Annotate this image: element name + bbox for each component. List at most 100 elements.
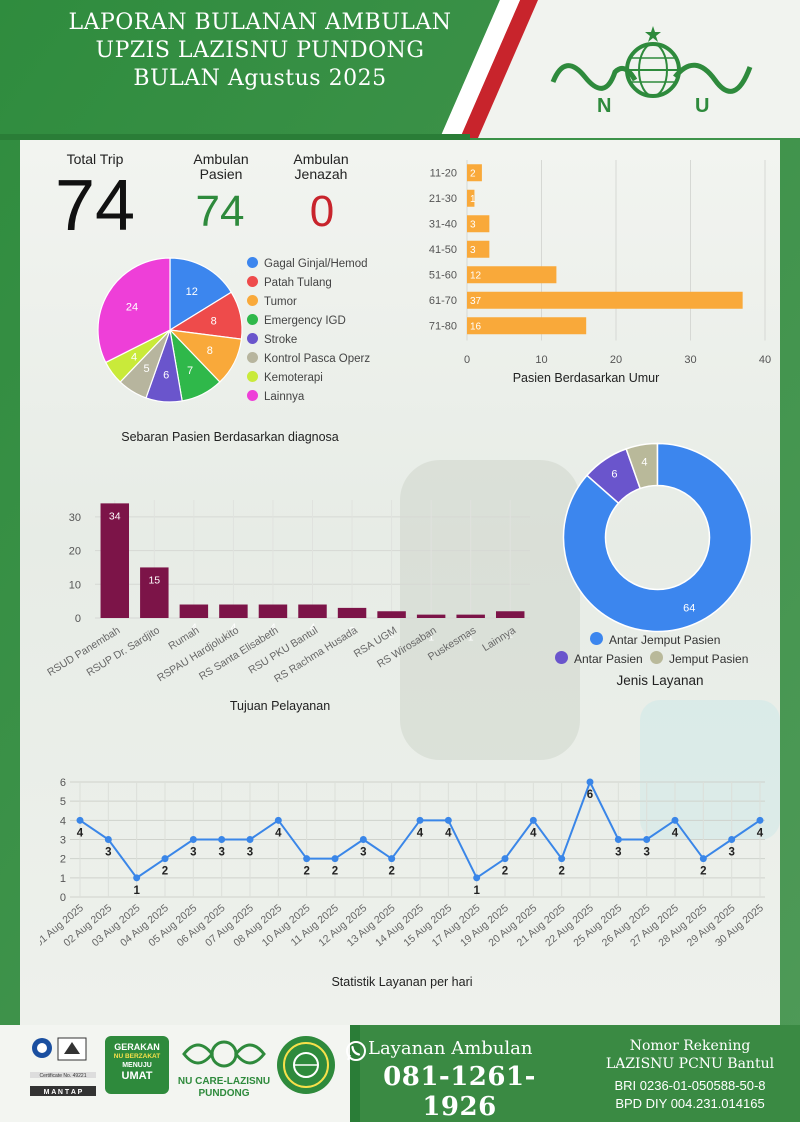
diagnosis-legend-label: Kemoterapi: [264, 372, 323, 384]
daily-point: [161, 855, 169, 863]
dest-bar: [140, 567, 169, 618]
daily-point-label: 2: [162, 866, 168, 878]
daily-point: [331, 855, 339, 863]
dest-bar: [298, 604, 327, 618]
daily-point: [728, 836, 736, 843]
diagnosis-legend-label: Gagal Ginjal/Hemod: [264, 258, 368, 270]
diagnosis-legend-item: Stroke: [247, 331, 297, 349]
daily-point: [473, 874, 481, 882]
daily-point: [133, 874, 141, 882]
age-bar: [467, 189, 475, 207]
dest-bar-value-label: 4: [270, 622, 276, 634]
daily-point-label: 4: [672, 827, 679, 839]
age-bar: [467, 291, 743, 309]
daily-point: [586, 778, 594, 786]
daily-point: [614, 836, 622, 843]
dest-bar-value-label: 34: [109, 510, 121, 522]
dest-bar-value-label: 3: [349, 625, 355, 637]
daily-point-label: 3: [728, 847, 734, 859]
service-legend-label: Jemput Pasien: [669, 652, 749, 666]
ambulan-pasien-value: 74: [195, 187, 245, 236]
pie-slice-label-7: 4: [131, 352, 137, 364]
age-bar-value-label: 3: [470, 245, 476, 256]
logo-letter-n: N: [597, 95, 611, 117]
report-title-line2: UPZIS LAZISNU PUNDONG: [95, 38, 425, 63]
service-label: Layanan Ambulan: [368, 1038, 533, 1059]
legend-dot-icon: [555, 651, 568, 664]
logo-letter-u: U: [695, 95, 709, 117]
daily-point-label: 4: [757, 827, 764, 839]
dest-bar: [179, 604, 209, 618]
legend-dot-icon: [247, 295, 258, 306]
badge-line-1: GERAKAN: [114, 1042, 160, 1052]
legend-dot-icon: [247, 352, 258, 363]
line-y-tick-label: 2: [60, 854, 66, 866]
daily-point: [246, 836, 254, 843]
legend-dot-icon: [650, 651, 663, 664]
pie-slice-label-4: 7: [187, 365, 193, 377]
badge-line-3: MENUJU: [122, 1062, 152, 1069]
age-bar-value-label: 16: [470, 321, 482, 332]
daily-point-label: 3: [105, 847, 111, 859]
daily-point: [444, 816, 452, 824]
dest-bar: [456, 614, 485, 618]
age-bar-value-label: 3: [470, 219, 476, 230]
age-category-label: 31-40: [429, 218, 457, 230]
donut-slice-label-1: 64: [683, 603, 695, 615]
diagnosis-legend-item: Lainnya: [247, 388, 304, 406]
age-bar: [467, 240, 490, 258]
account-title-1: Nomor Rekening: [629, 1038, 751, 1054]
daily-point: [274, 816, 282, 824]
diagnosis-legend-label: Kontrol Pasca Operz: [264, 353, 371, 365]
certification-badges-icon: Certificate No. 49221 M A N T A P: [30, 1037, 96, 1096]
daily-point: [643, 836, 651, 843]
age-x-tick-label: 30: [684, 354, 696, 366]
bank-account-2: BPD DIY 004.231.014165: [615, 1096, 765, 1111]
dest-bar-value-label: 1: [428, 632, 434, 644]
report-title-line1: LAPORAN BULANAN AMBULAN: [68, 10, 452, 35]
daily-point-label: 6: [587, 789, 593, 801]
diagnosis-legend-item: Patah Tulang: [247, 274, 332, 292]
daily-point-label: 4: [530, 827, 537, 839]
age-bar-value-label: 2: [470, 168, 476, 179]
line-y-tick-label: 3: [60, 835, 66, 847]
daily-point-label: 2: [388, 866, 394, 878]
nucare-name: NU CARE-LAZISNU: [177, 1076, 271, 1087]
donut-slice-label-2: 6: [611, 469, 617, 481]
dest-bar: [337, 607, 367, 618]
diagnosis-legend-label: Patah Tulang: [264, 277, 332, 289]
daily-point-label: 3: [247, 847, 253, 859]
diagnosis-legend-item: Kemoterapi: [247, 369, 323, 387]
pie-slice-1: [169, 257, 233, 332]
dest-y-tick-label: 10: [69, 579, 81, 591]
diagnosis-legend-item: Kontrol Pasca Operz: [247, 350, 370, 368]
pie-slice-8: [97, 257, 171, 364]
badge-line-2: NU BERZAKAT: [113, 1053, 161, 1060]
age-category-label: 41-50: [429, 244, 457, 256]
service-legend-label: Antar Pasien: [574, 652, 643, 666]
diagnosis-legend-label: Tumor: [264, 296, 297, 308]
daily-point: [558, 855, 566, 863]
age-x-tick-label: 20: [610, 354, 622, 366]
service-legend-label: Antar Jemput Pasien: [609, 633, 721, 647]
service-phone[interactable]: 081-1261-1926: [383, 1062, 536, 1122]
dest-chart-xlabel: Tujuan Pelayanan: [230, 699, 330, 713]
diagnosis-legend-item: Emergency IGD: [247, 312, 346, 330]
dest-y-tick-label: 30: [69, 512, 81, 524]
pie-slice-label-5: 6: [163, 369, 169, 381]
daily-point: [529, 816, 537, 824]
dest-bar-value-label: 4: [310, 622, 316, 634]
daily-point-label: 4: [275, 827, 282, 839]
dest-bar-value-label: 4: [191, 622, 197, 634]
diagnosis-chart-title: Sebaran Pasien Berdasarkan diagnosa: [121, 430, 339, 444]
daily-point-label: 1: [473, 885, 480, 897]
daily-point: [76, 816, 84, 824]
age-category-label: 11-20: [430, 167, 457, 179]
service-legend-item: Antar Jemput Pasien: [590, 631, 720, 649]
line-chart-xlabel: Statistik Layanan per hari: [331, 975, 472, 989]
line-y-tick-label: 0: [60, 892, 66, 904]
pie-slice-label-1: 12: [186, 286, 198, 298]
daily-point-label: 2: [700, 866, 706, 878]
